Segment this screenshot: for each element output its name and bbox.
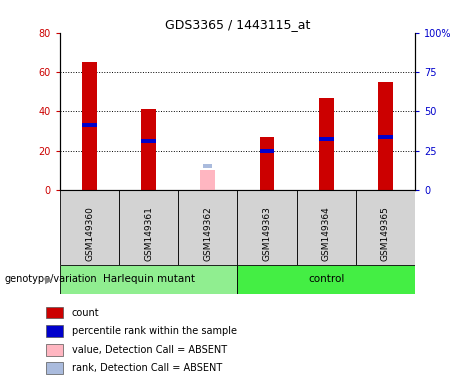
Bar: [82, 62, 97, 190]
Bar: [319, 98, 334, 190]
Text: GSM149362: GSM149362: [203, 207, 213, 261]
Text: GSM149364: GSM149364: [322, 207, 331, 261]
Bar: [82, 123, 97, 127]
Bar: [356, 190, 415, 265]
Title: GDS3365 / 1443115_at: GDS3365 / 1443115_at: [165, 18, 310, 31]
Text: ▶: ▶: [45, 274, 52, 285]
Bar: [46, 325, 63, 337]
Bar: [46, 307, 63, 318]
Bar: [319, 137, 334, 141]
Bar: [46, 362, 63, 374]
Text: count: count: [72, 308, 100, 318]
Text: value, Detection Call = ABSENT: value, Detection Call = ABSENT: [72, 345, 227, 355]
Bar: [203, 164, 212, 169]
Bar: [237, 190, 296, 265]
Text: Harlequin mutant: Harlequin mutant: [103, 274, 195, 285]
Text: GSM149363: GSM149363: [262, 206, 272, 261]
Bar: [60, 190, 119, 265]
Bar: [60, 265, 237, 294]
Text: rank, Detection Call = ABSENT: rank, Detection Call = ABSENT: [72, 363, 222, 373]
Bar: [119, 190, 178, 265]
Bar: [260, 149, 274, 153]
Bar: [378, 82, 393, 190]
Text: GSM149360: GSM149360: [85, 206, 94, 261]
Bar: [296, 190, 356, 265]
Bar: [178, 190, 237, 265]
Bar: [378, 135, 393, 139]
Bar: [201, 170, 215, 190]
Bar: [141, 109, 156, 190]
Text: genotype/variation: genotype/variation: [5, 274, 97, 285]
Text: control: control: [308, 274, 344, 285]
Bar: [260, 137, 274, 190]
Text: GSM149361: GSM149361: [144, 206, 153, 261]
Bar: [141, 139, 156, 143]
Bar: [46, 344, 63, 356]
Bar: [237, 265, 415, 294]
Text: percentile rank within the sample: percentile rank within the sample: [72, 326, 237, 336]
Text: GSM149365: GSM149365: [381, 206, 390, 261]
